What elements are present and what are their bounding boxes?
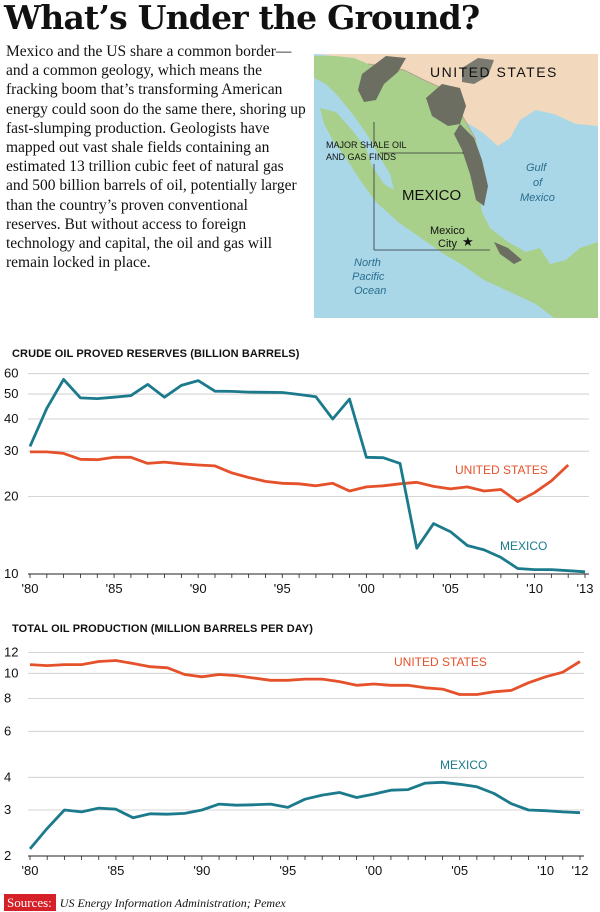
- y-tick-label: 8: [4, 691, 11, 706]
- gulf-label-line1: Gulf: [526, 162, 547, 174]
- y-tick-label: 10: [4, 566, 18, 581]
- production-chart-title: TOTAL OIL PRODUCTION (MILLION BARRELS PE…: [12, 623, 313, 635]
- y-tick-label: 6: [4, 723, 11, 738]
- shale-field-4: [494, 242, 522, 264]
- us-label: UNITED STATES: [430, 64, 558, 80]
- shale-field-5: [462, 58, 494, 84]
- series-label-mexico: MEXICO: [500, 539, 547, 553]
- y-tick-label: 40: [4, 411, 18, 426]
- gulf-label-line3: Mexico: [520, 192, 555, 204]
- central-america: [566, 242, 598, 274]
- x-tick-label: '95: [279, 863, 296, 878]
- x-tick-label: '10: [526, 581, 543, 596]
- series-label-united-states: UNITED STATES: [455, 463, 548, 477]
- series-line-united-states: [29, 659, 581, 696]
- x-tick-label: '00: [358, 581, 375, 596]
- y-tick-label: 4: [4, 769, 11, 784]
- sources-label: Sources:: [4, 894, 56, 911]
- series-line-mexico: [28, 780, 581, 850]
- shale-map: UNITED STATES MAJOR SHALE OIL AND GAS FI…: [314, 54, 598, 318]
- mexico-label: MEXICO: [402, 187, 461, 204]
- reserves-chart-title: CRUDE OIL PROVED RESERVES (BILLION BARRE…: [12, 348, 300, 360]
- x-tick-label: '05: [451, 863, 468, 878]
- pacific-label-line3: Ocean: [354, 285, 386, 297]
- y-tick-label: 20: [4, 489, 18, 504]
- shale-field-1: [358, 56, 406, 102]
- sources-text: US Energy Information Administration; Pe…: [59, 896, 286, 910]
- headline: What’s Under the Ground?: [4, 0, 480, 37]
- x-tick-label: '85: [107, 863, 124, 878]
- gulf-label-line2: of: [533, 177, 543, 189]
- city-label-line2: City: [438, 238, 457, 250]
- shale-field-3: [454, 124, 488, 206]
- x-tick-label: '00: [365, 863, 382, 878]
- mexico-landmass: [314, 56, 598, 318]
- sources-line: Sources: US Energy Information Administra…: [4, 894, 286, 911]
- intro-paragraph: Mexico and the US share a common border—…: [6, 43, 306, 272]
- y-tick-label: 2: [4, 848, 11, 863]
- x-tick-label: '80: [22, 581, 39, 596]
- x-tick-label: '90: [193, 863, 210, 878]
- x-tick-label: '13: [577, 581, 594, 596]
- pacific-label-line2: Pacific: [352, 271, 385, 283]
- x-tick-label: '80: [22, 863, 39, 878]
- y-tick-label: 30: [4, 443, 18, 458]
- y-tick-label: 10: [4, 665, 18, 680]
- pacific-label-line1: North: [354, 257, 381, 269]
- y-tick-label: 3: [4, 802, 11, 817]
- x-tick-label: '85: [106, 581, 123, 596]
- shale-label-line1: MAJOR SHALE OIL: [326, 140, 407, 150]
- production-chart: 2 3 4 6 8 10 12 '80 '85 '90 '95 '00 '05 '10 '12 UNITED …: [4, 645, 589, 878]
- series-line-mexico: [28, 377, 586, 574]
- shale-field-2: [426, 84, 466, 126]
- series-label-united-states: UNITED STATES: [394, 655, 487, 669]
- y-tick-label: 12: [4, 645, 18, 660]
- series-label-mexico: MEXICO: [440, 758, 487, 772]
- capital-star-icon: ★: [462, 234, 474, 249]
- x-tick-label: '95: [274, 581, 291, 596]
- x-tick-label: '12: [572, 863, 589, 878]
- series-line-united-states: [30, 450, 570, 504]
- y-tick-label: 50: [4, 386, 18, 401]
- x-tick-label: '05: [442, 581, 459, 596]
- reserves-chart: 10 20 30 40 50 60 '80 '85 '90 '95 '00 '05 '10 '13 UNIT…: [4, 366, 594, 596]
- shale-label-line2: AND GAS FINDS: [326, 152, 396, 162]
- y-tick-label: 60: [4, 366, 18, 381]
- city-label-line1: Mexico: [430, 225, 465, 237]
- x-tick-label: '10: [537, 863, 554, 878]
- x-tick-label: '90: [190, 581, 207, 596]
